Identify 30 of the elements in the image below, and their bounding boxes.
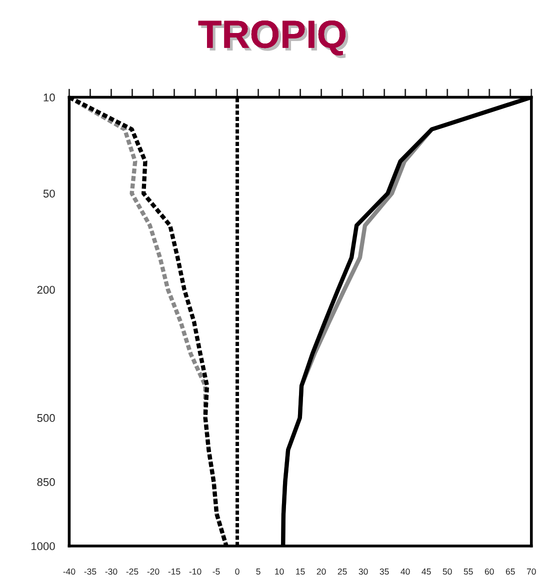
x-tick-label: -15 (168, 568, 180, 575)
y-tick-label: 200 (37, 286, 55, 294)
y-tick-label: 1000 (31, 542, 55, 550)
chart-title: TROPIQ (198, 20, 348, 58)
x-tick-label: -35 (84, 568, 96, 575)
x-tick-label: 5 (256, 568, 260, 575)
x-tick-label: 65 (506, 568, 515, 575)
x-tick-label: -30 (105, 568, 118, 575)
x-tick-label: -10 (189, 568, 202, 575)
x-tick-label: 25 (338, 568, 347, 575)
x-tick-label: 60 (484, 568, 494, 575)
x-tick-label: -40 (63, 568, 76, 575)
x-tick-label: 70 (526, 568, 536, 575)
x-tick-label: 30 (358, 568, 368, 575)
x-tick-label: 50 (442, 568, 452, 575)
y-tick-label: 500 (37, 414, 55, 422)
x-tick-label: 10 (275, 568, 284, 575)
x-tick-label: 0 (235, 568, 240, 575)
x-tick-label: 40 (400, 568, 410, 575)
x-tick-label: -20 (147, 568, 160, 575)
x-tick-label: 20 (316, 568, 326, 575)
x-tick-label: 45 (422, 568, 431, 575)
x-tick-label: -5 (212, 568, 220, 575)
x-tick-label: 35 (380, 568, 389, 575)
x-tick-label: 55 (464, 568, 473, 575)
x-tick-label: -25 (126, 568, 138, 575)
y-tick-label: 10 (44, 94, 55, 102)
x-tick-label: 15 (296, 568, 305, 575)
y-tick-label: 50 (43, 190, 55, 198)
y-tick-label: 850 (37, 478, 55, 486)
